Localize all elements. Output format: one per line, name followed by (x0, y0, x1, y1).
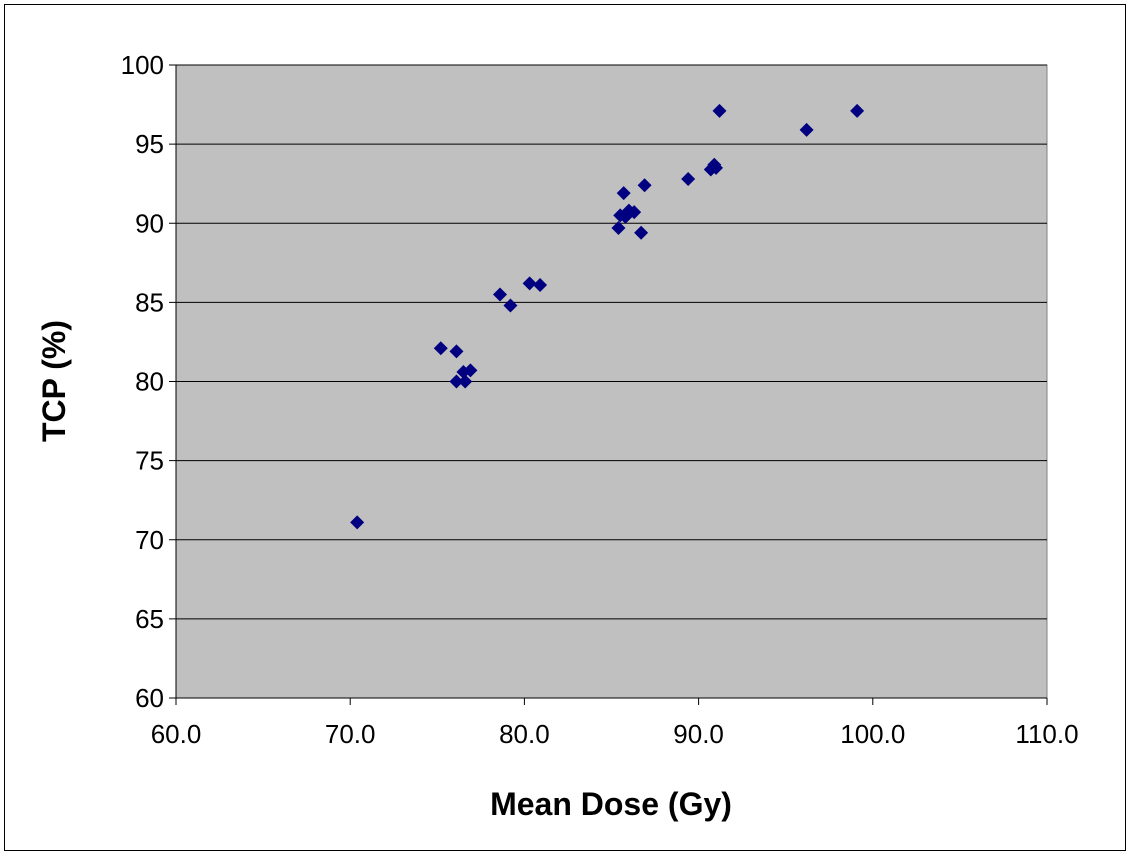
data-point (616, 186, 631, 201)
data-point (681, 171, 696, 186)
y-tick-label: 100 (121, 50, 164, 80)
tick-labels: 60 65 70 75 80 85 90 95 100 60.0 70.0 80.0 90.0 100.0… (121, 50, 1079, 749)
data-point (611, 220, 626, 235)
chart-frame: 60 65 70 75 80 85 90 95 100 60.0 70.0 80.0 90.0 100.0… (4, 4, 1126, 851)
y-tick-label: 65 (135, 604, 164, 634)
gridlines (176, 64, 1047, 620)
y-tick-label: 90 (135, 208, 164, 238)
data-point (634, 225, 649, 240)
data-point (463, 363, 478, 378)
y-tick-label: 75 (135, 446, 164, 476)
data-point (627, 205, 642, 220)
data-point (433, 341, 448, 356)
data-point (522, 276, 537, 291)
data-point (449, 344, 464, 359)
y-axis-title: TCP (%) (36, 320, 72, 442)
y-tick-label: 60 (135, 683, 164, 713)
x-tick-label: 90.0 (673, 719, 724, 749)
axes (169, 64, 1048, 705)
data-point (458, 374, 473, 389)
scatter-chart: 60 65 70 75 80 85 90 95 100 60.0 70.0 80.0 90.0 100.0… (36, 50, 1079, 822)
x-tick-label: 80.0 (499, 719, 550, 749)
y-tick-label: 70 (135, 525, 164, 555)
x-axis-title: Mean Dose (Gy) (490, 786, 732, 822)
x-tick-label: 110.0 (1015, 719, 1078, 749)
data-point (709, 160, 724, 175)
data-point (637, 178, 652, 193)
y-tick-label: 95 (135, 129, 164, 159)
x-tick-label: 60.0 (151, 719, 202, 749)
data-point (850, 103, 865, 118)
data-point (350, 515, 365, 530)
data-points (350, 103, 865, 530)
data-point (503, 298, 518, 313)
y-tick-label: 80 (135, 367, 164, 397)
data-point (533, 277, 548, 292)
x-tick-label: 100.0 (840, 719, 905, 749)
data-point (493, 287, 508, 302)
data-point (712, 103, 727, 118)
y-tick-label: 85 (135, 287, 164, 317)
x-tick-label: 70.0 (325, 719, 376, 749)
data-point (799, 122, 814, 137)
data-point (449, 374, 464, 389)
